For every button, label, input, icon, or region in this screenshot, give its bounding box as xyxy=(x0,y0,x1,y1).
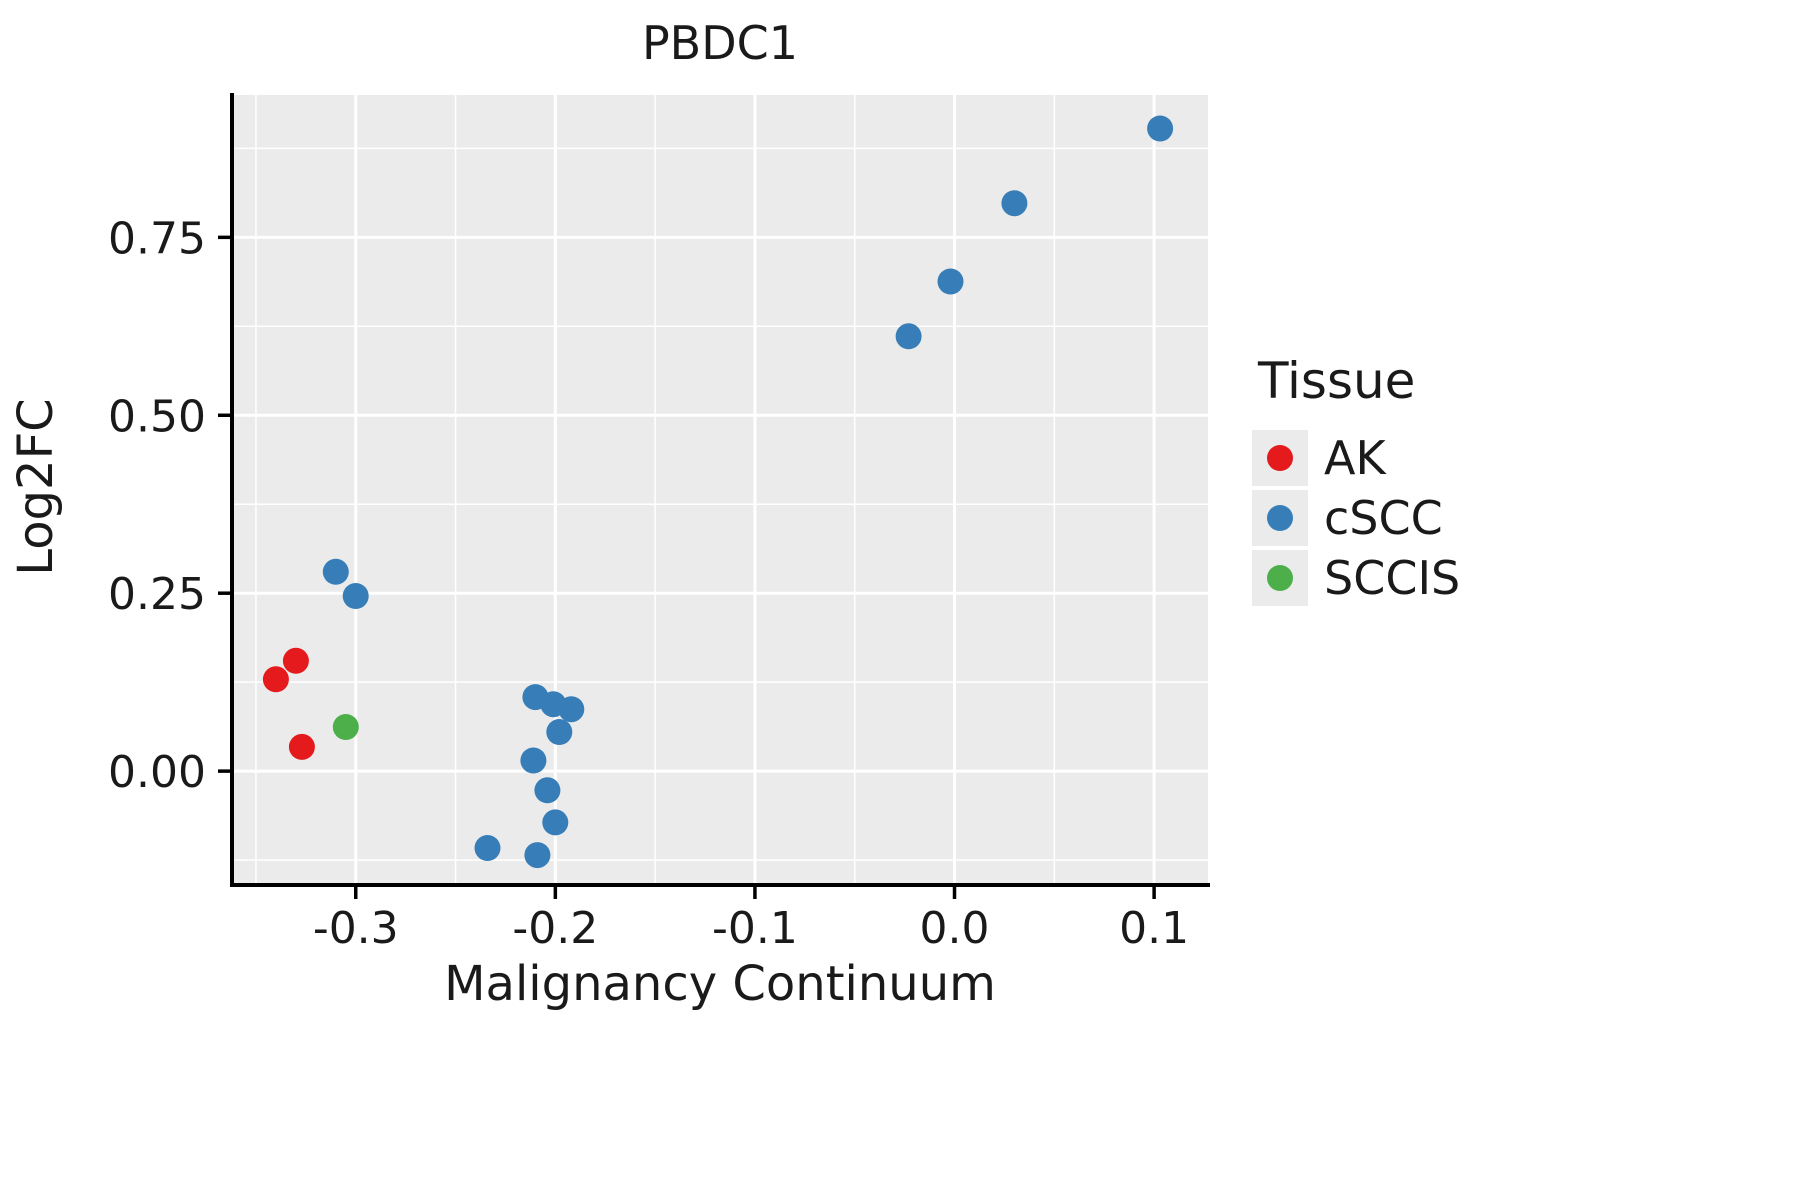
legend-item-ak: AK xyxy=(1252,430,1460,486)
legend-key-sccis xyxy=(1252,550,1308,606)
x-axis-label: Malignancy Continuum xyxy=(444,956,996,1012)
plot-panel xyxy=(232,95,1208,885)
data-point-cscc xyxy=(524,842,551,869)
data-point-cscc xyxy=(895,323,922,350)
ak-dot-icon xyxy=(1267,445,1293,471)
x-tick-label: -0.3 xyxy=(313,903,399,954)
data-point-ak xyxy=(288,733,315,760)
cscc-dot-icon xyxy=(1267,505,1293,531)
data-point-ak xyxy=(262,666,289,693)
data-point-cscc xyxy=(520,747,547,774)
legend: Tissue AK cSCC SCCIS xyxy=(1252,352,1460,610)
data-point-sccis xyxy=(332,714,359,740)
data-point-cscc xyxy=(474,835,501,861)
legend-label-ak: AK xyxy=(1324,431,1386,485)
sccis-dot-icon xyxy=(1267,565,1293,591)
y-tick-label: 0.25 xyxy=(108,569,206,620)
data-point-cscc xyxy=(546,719,573,745)
data-point-cscc xyxy=(534,777,561,804)
data-point-ak xyxy=(282,647,309,674)
legend-title: Tissue xyxy=(1258,352,1416,410)
legend-key-ak xyxy=(1252,430,1308,486)
x-tick-label: 0.0 xyxy=(920,903,990,954)
data-point-cscc xyxy=(937,268,964,295)
x-tick-label: 0.1 xyxy=(1119,903,1189,954)
data-point-cscc xyxy=(322,558,349,585)
data-point-cscc xyxy=(1001,190,1028,217)
legend-item-cscc: cSCC xyxy=(1252,490,1460,546)
data-point-cscc xyxy=(342,583,369,609)
data-point-cscc xyxy=(542,809,569,836)
x-tick-label: -0.1 xyxy=(712,903,798,954)
legend-label-sccis: SCCIS xyxy=(1324,551,1461,605)
legend-key-cscc xyxy=(1252,490,1308,546)
y-tick-label: 0.50 xyxy=(108,391,206,442)
data-point-cscc xyxy=(1147,115,1174,142)
legend-item-sccis: SCCIS xyxy=(1252,550,1460,606)
data-point-cscc xyxy=(558,696,585,723)
chart-title: PBDC1 xyxy=(641,16,799,70)
y-tick-label: 0.75 xyxy=(108,213,206,264)
legend-label-cscc: cSCC xyxy=(1324,491,1443,545)
y-tick-label: 0.00 xyxy=(108,747,206,798)
x-tick-label: -0.2 xyxy=(512,903,598,954)
